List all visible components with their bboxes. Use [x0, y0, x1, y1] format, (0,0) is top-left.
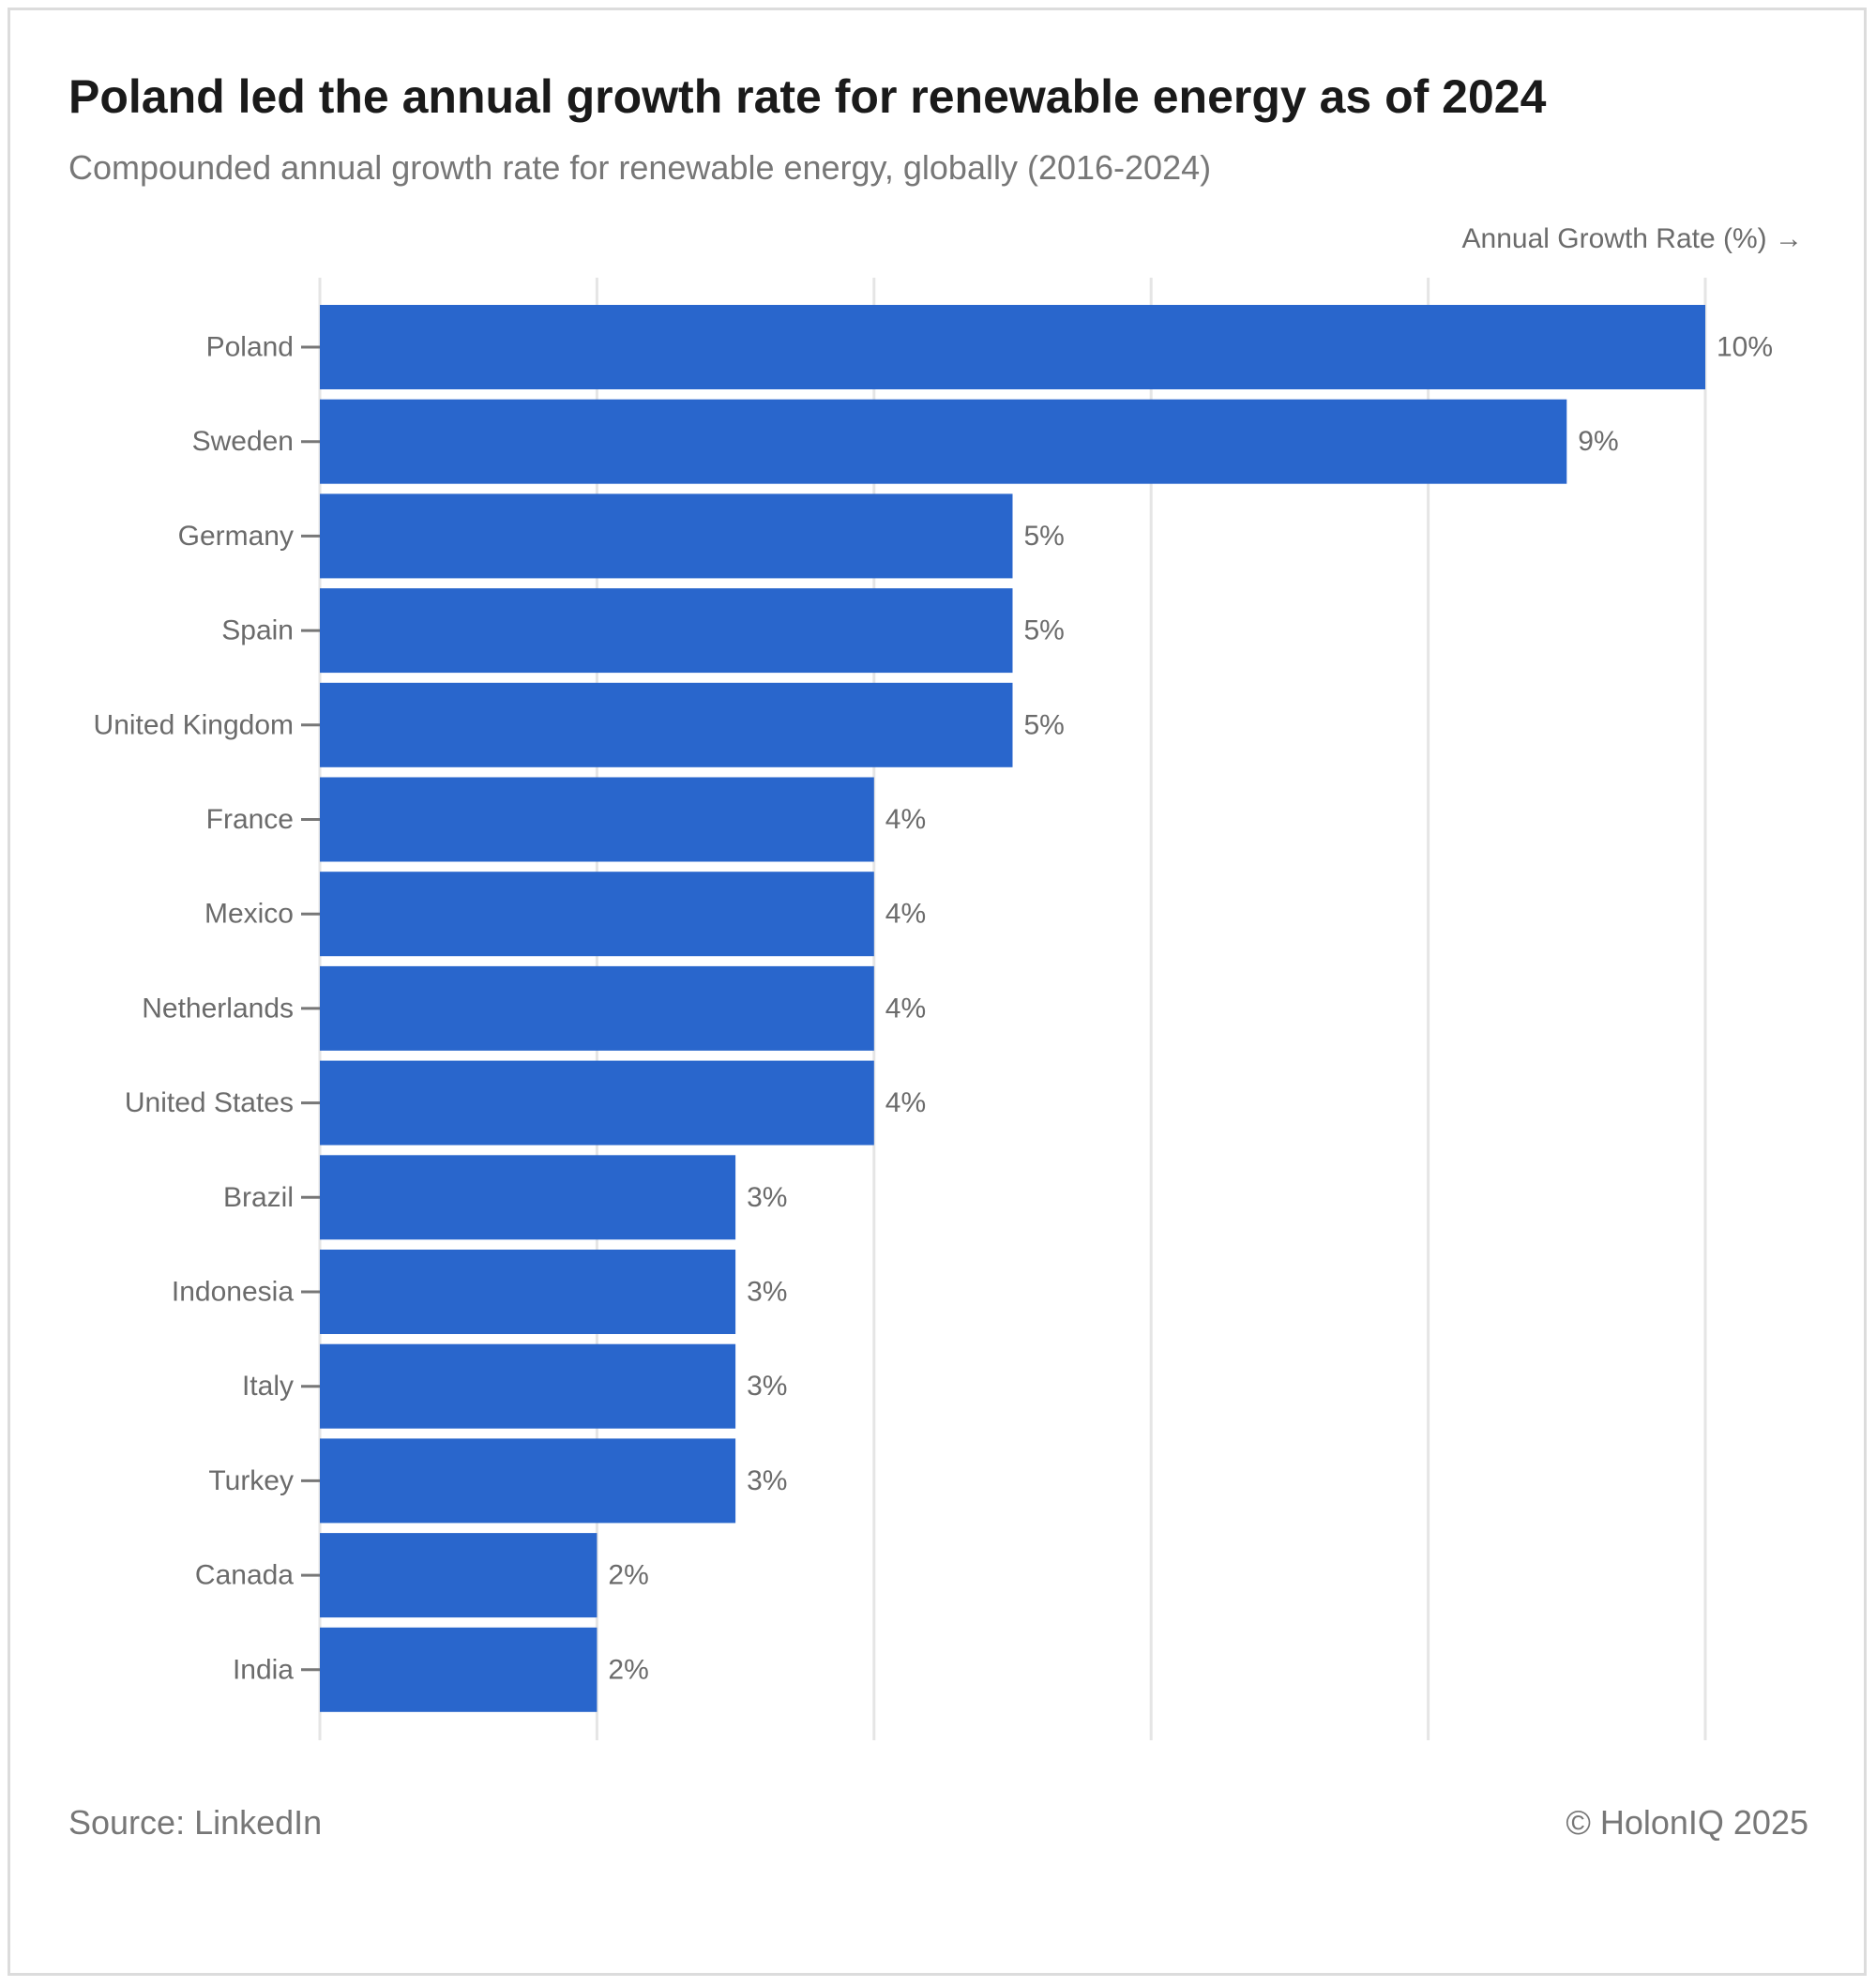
- data-label: 4%: [885, 993, 926, 1024]
- y-tick-label: Sweden: [192, 426, 294, 457]
- x-axis-title: Annual Growth Rate (%) →: [1461, 223, 1803, 254]
- data-label: 5%: [1024, 615, 1065, 646]
- data-label: 9%: [1578, 426, 1618, 457]
- data-label: 4%: [885, 1087, 926, 1118]
- y-tick-label: Germany: [178, 521, 294, 552]
- data-label: 3%: [747, 1182, 787, 1213]
- bar: [320, 1250, 736, 1334]
- data-label: 2%: [608, 1560, 648, 1591]
- y-tick-label: Canada: [195, 1560, 294, 1591]
- bar: [320, 588, 1013, 674]
- y-tick-label: Netherlands: [142, 993, 294, 1024]
- y-tick-label: Brazil: [223, 1182, 294, 1213]
- bar: [320, 777, 874, 862]
- bar: [320, 682, 1013, 767]
- bar: [320, 493, 1013, 579]
- chart-title: Poland led the annual growth rate for re…: [68, 70, 1547, 123]
- bar: [320, 872, 874, 957]
- y-tick-label: Poland: [206, 332, 294, 363]
- bar: [320, 1627, 598, 1712]
- y-tick-label: Indonesia: [172, 1277, 294, 1308]
- source-note: Source: LinkedIn: [68, 1803, 323, 1842]
- bar: [320, 305, 1705, 389]
- data-label: 3%: [747, 1371, 787, 1402]
- bar: [320, 1060, 874, 1145]
- bar: [320, 1343, 736, 1429]
- data-label: 3%: [747, 1465, 787, 1496]
- copyright-note: © HolonIQ 2025: [1566, 1803, 1808, 1842]
- bar: [320, 399, 1567, 484]
- y-tick-label: United States: [125, 1087, 294, 1118]
- data-label: 5%: [1024, 709, 1065, 740]
- y-tick-label: United Kingdom: [94, 709, 294, 740]
- data-label: 4%: [885, 899, 926, 930]
- bar: [320, 965, 874, 1051]
- y-tick-label: Mexico: [204, 899, 294, 930]
- bar: [320, 1533, 598, 1618]
- bar: [320, 1438, 736, 1524]
- data-label: 2%: [608, 1654, 648, 1685]
- chart-subtitle: Compounded annual growth rate for renewa…: [68, 148, 1212, 187]
- y-tick-label: Turkey: [208, 1465, 294, 1496]
- bar: [320, 1155, 736, 1240]
- data-label: 10%: [1717, 332, 1773, 363]
- data-label: 5%: [1024, 521, 1065, 552]
- data-label: 4%: [885, 804, 926, 835]
- y-tick-label: Spain: [221, 615, 294, 646]
- y-tick-label: Italy: [242, 1371, 294, 1402]
- y-tick-label: India: [233, 1654, 294, 1685]
- data-label: 3%: [747, 1277, 787, 1308]
- y-tick-label: France: [206, 804, 294, 835]
